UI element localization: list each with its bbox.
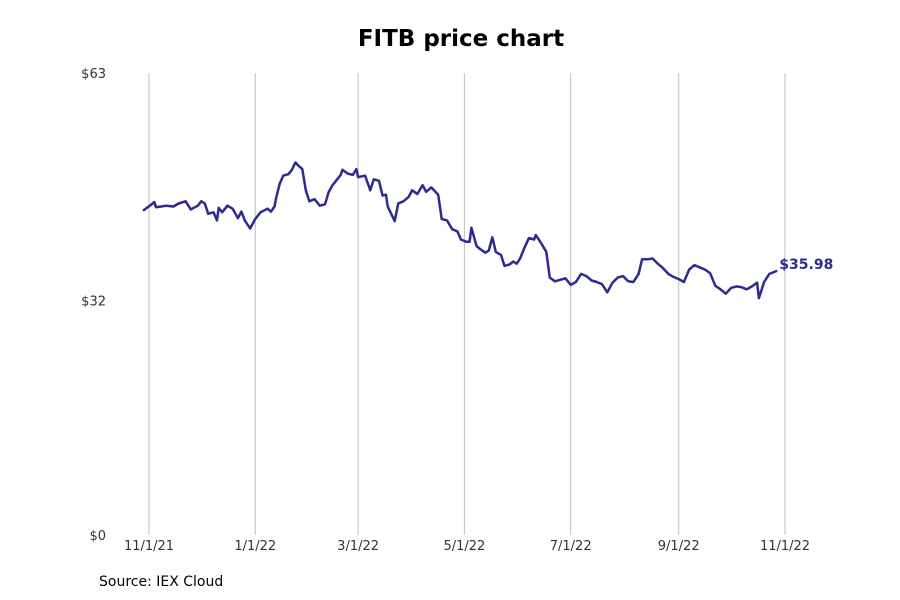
x-tick-label: 1/1/22 <box>234 539 276 554</box>
chart-title: FITB price chart <box>357 26 565 52</box>
x-tick-label: 5/1/22 <box>443 539 485 554</box>
x-tick-label: 11/1/21 <box>124 539 174 554</box>
y-tick-label: $32 <box>81 294 106 309</box>
source-note: Source: IEX Cloud <box>99 574 224 590</box>
x-tick-label: 11/1/22 <box>760 539 810 554</box>
price-series-line <box>142 161 778 300</box>
y-tick-label: $63 <box>81 67 106 82</box>
x-tick-label: 7/1/22 <box>550 539 592 554</box>
y-tick-label: $0 <box>89 529 106 544</box>
x-tick-label: 3/1/22 <box>337 539 379 554</box>
x-tick-label: 9/1/22 <box>658 539 700 554</box>
last-price-label: $35.98 <box>779 257 833 273</box>
